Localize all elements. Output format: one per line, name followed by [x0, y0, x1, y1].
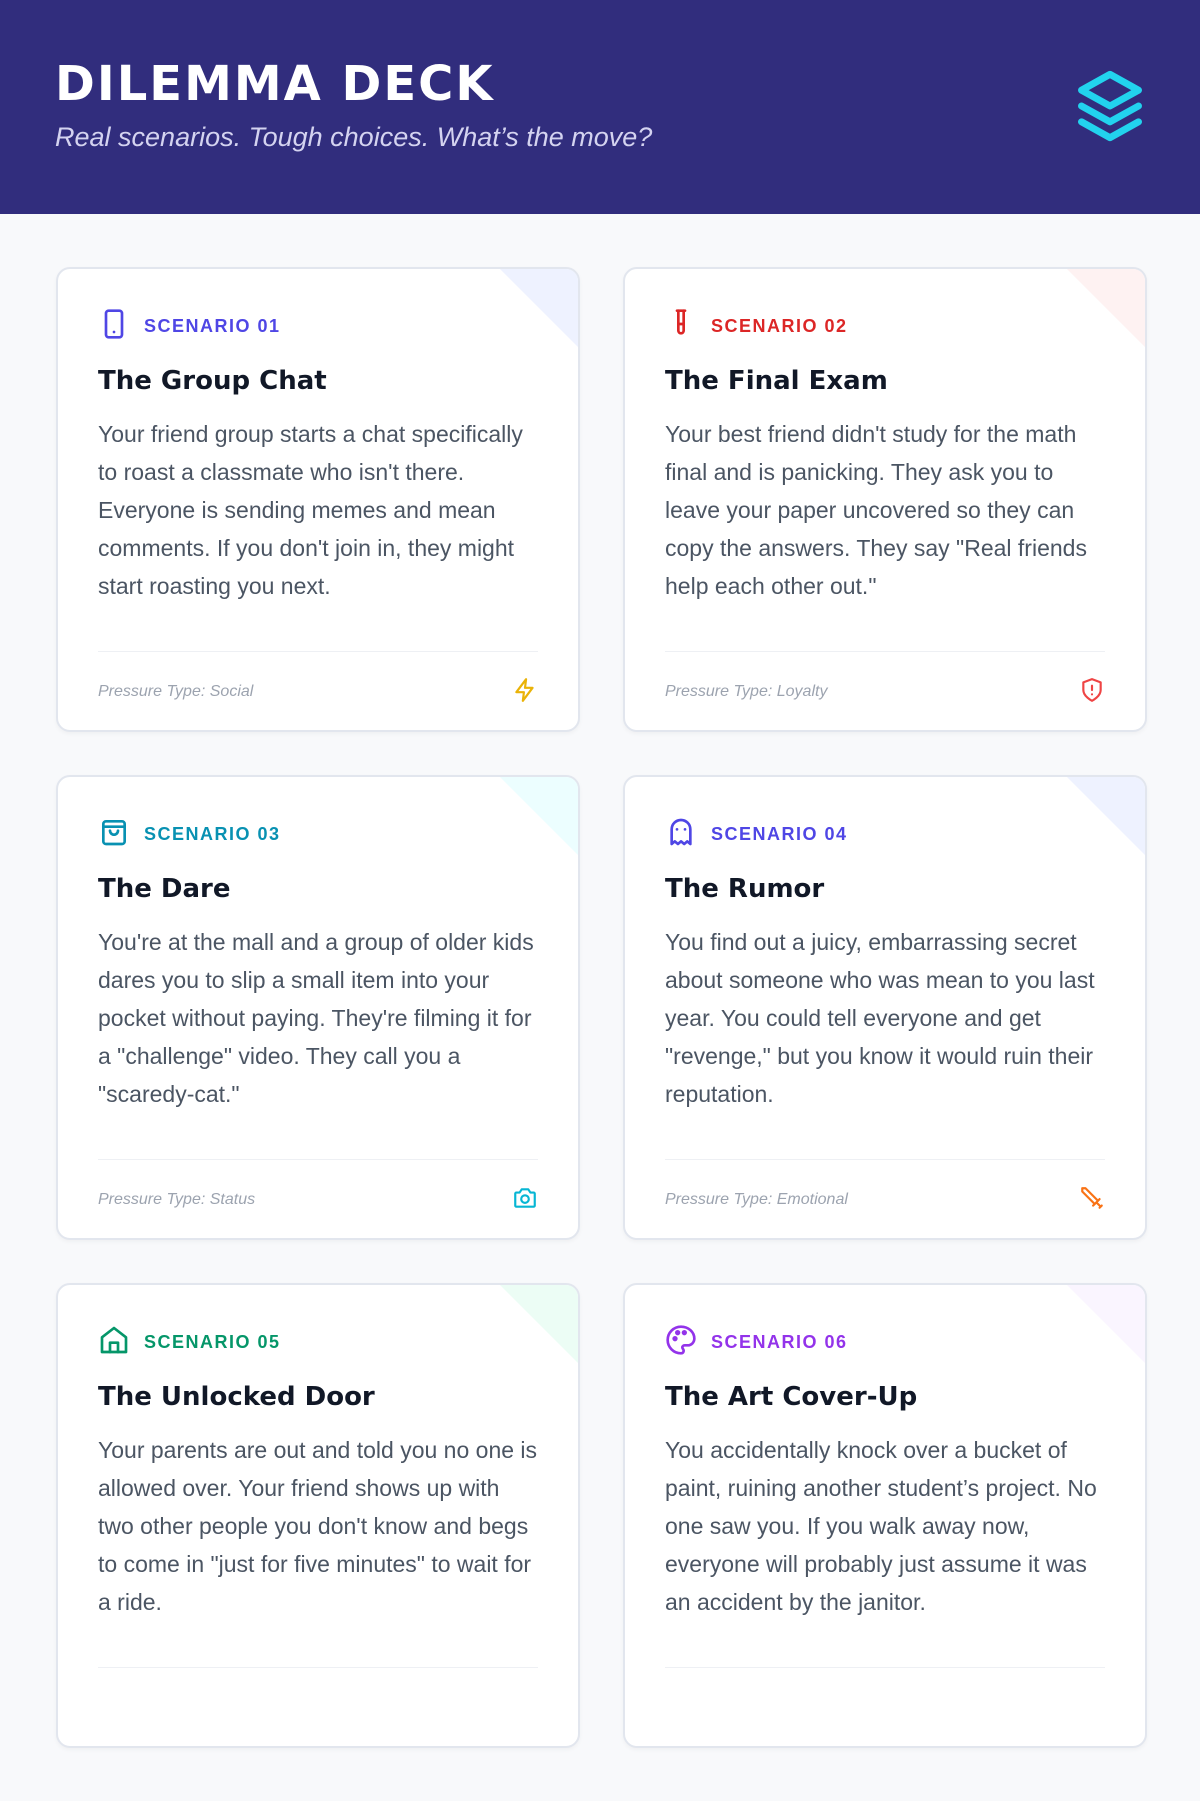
divider [98, 651, 538, 652]
scenario-label: SCENARIO 04 [711, 823, 848, 844]
scenario-label: SCENARIO 06 [711, 1331, 848, 1352]
card-corner-accent [500, 777, 578, 855]
scenario-label: SCENARIO 01 [144, 315, 281, 336]
scenario-description: You accidentally knock over a bucket of … [665, 1437, 1097, 1615]
card-corner-accent [500, 1285, 578, 1363]
scenario-card[interactable]: SCENARIO 04 The Rumor You find out a jui… [623, 775, 1147, 1240]
pressure-type: Pressure Type: Emotional [665, 1191, 848, 1208]
phone-icon [104, 308, 124, 339]
camera-icon [514, 1187, 536, 1208]
page-header: DILEMMA DECK Real scenarios. Tough choic… [0, 0, 1200, 214]
layers-icon [1078, 70, 1142, 142]
scenario-title: The Art Cover-Up [665, 1382, 918, 1412]
scenario-card[interactable]: SCENARIO 03 The Dare You're at the mall … [56, 775, 580, 1240]
ghost-icon [670, 818, 692, 845]
pressure-type: Pressure Type: Status [98, 1191, 256, 1208]
test-tube-icon [675, 308, 687, 335]
pressure-type: Pressure Type: Social [98, 683, 254, 700]
shopping-bag-icon [102, 819, 126, 845]
pressure-type: Pressure Type: Loyalty [665, 683, 828, 700]
scenario-title: The Dare [98, 874, 231, 904]
scenario-grid: SCENARIO 01 The Group Chat Your friend g… [0, 214, 1200, 1801]
home-icon [100, 1326, 128, 1353]
divider [665, 1159, 1105, 1160]
card-corner-accent [1067, 777, 1145, 855]
scenario-description: Your best friend didn't study for the ma… [665, 421, 1087, 599]
scenario-label: SCENARIO 05 [144, 1331, 281, 1352]
page-title: DILEMMA DECK [55, 56, 495, 112]
divider [98, 1159, 538, 1160]
scenario-title: The Unlocked Door [98, 1382, 375, 1412]
scenario-label: SCENARIO 02 [711, 315, 848, 336]
scenario-card[interactable]: SCENARIO 05 The Unlocked Door Your paren… [56, 1283, 580, 1748]
scenario-description: Your friend group starts a chat specific… [98, 421, 523, 599]
scenario-card[interactable]: SCENARIO 06 The Art Cover-Up You acciden… [623, 1283, 1147, 1748]
scenario-description: You're at the mall and a group of older … [98, 929, 534, 1107]
scenario-card[interactable]: SCENARIO 02 The Final Exam Your best fri… [623, 267, 1147, 732]
divider [665, 651, 1105, 652]
lightning-icon [515, 677, 534, 702]
shield-alert-icon [1082, 677, 1102, 702]
sword-icon [1081, 1186, 1103, 1209]
scenario-title: The Final Exam [665, 366, 888, 396]
card-corner-accent [1067, 269, 1145, 347]
scenario-description: Your parents are out and told you no one… [98, 1437, 538, 1615]
scenario-card[interactable]: SCENARIO 01 The Group Chat Your friend g… [56, 267, 580, 732]
scenario-title: The Rumor [665, 874, 825, 904]
card-corner-accent [500, 269, 578, 347]
scenario-title: The Group Chat [98, 366, 327, 396]
scenario-label: SCENARIO 03 [144, 823, 281, 844]
scenario-description: You find out a juicy, embarrassing secre… [665, 929, 1095, 1107]
card-corner-accent [1067, 1285, 1145, 1363]
palette-icon [666, 1324, 696, 1355]
page-subtitle: Real scenarios. Tough choices. What’s th… [55, 122, 653, 152]
